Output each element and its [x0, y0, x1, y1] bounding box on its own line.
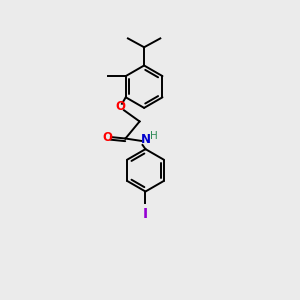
Text: I: I: [143, 207, 148, 221]
Text: O: O: [102, 130, 112, 143]
Text: O: O: [116, 100, 125, 113]
Text: H: H: [150, 131, 158, 142]
Text: N: N: [140, 133, 151, 146]
